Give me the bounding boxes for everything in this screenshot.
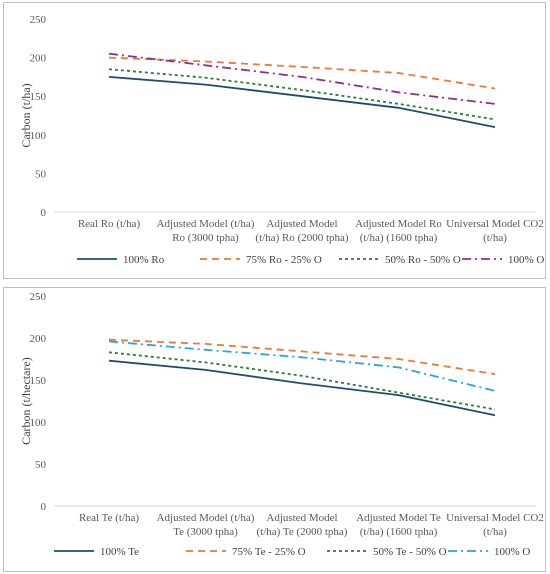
chart-panel-ro: 0 50 100 150 200 250 Carbon (t/ha) Real Ro (t/h… (3, 2, 546, 279)
x-tick-label: (t/ha) Ro (2000 tpha) (255, 232, 349, 244)
legend-label: 50% Te - 50% O (373, 546, 447, 558)
x-tick-label: Adjusted Model Te (356, 512, 441, 524)
x-tick-label: Te (3000 tpha) (173, 526, 238, 538)
y-tick-label: 200 (30, 333, 47, 345)
y-axis-label: Carbon (t/ha) (19, 83, 33, 147)
x-tick-label: (t/ha) (483, 526, 507, 538)
line-chart-ro: 0 50 100 150 200 250 Carbon (t/ha) Real Ro (t/h… (19, 14, 544, 266)
x-tick-label: Adjusted Model (266, 218, 337, 230)
y-tick-label: 250 (30, 14, 47, 26)
x-tick-label: Adjusted Model Ro (355, 218, 442, 230)
x-tick-label: (t/ha) (1600 tpha) (360, 526, 438, 538)
chart-panel-te: 0 50 100 150 200 250 Carbon (t/hectare) Real Te… (3, 287, 546, 572)
y-tick-label: 0 (41, 501, 47, 513)
x-tick-label: (t/ha) Te (2000 tpha) (257, 526, 348, 538)
x-tick-label: Universal Model CO2 (446, 512, 544, 524)
series-line-1 (108, 359, 496, 417)
series-line-4 (108, 52, 496, 105)
x-tick-label: Ro (3000 tpha) (172, 232, 239, 244)
x-tick-label: (t/ha) (483, 232, 507, 244)
legend-label: 75% Ro - 25% O (246, 254, 322, 266)
y-tick-label: 50 (35, 168, 47, 180)
x-tick-label: Real Te (t/ha) (79, 512, 139, 524)
line-chart-te: 0 50 100 150 200 250 Carbon (t/hectare) Real Te… (19, 291, 544, 558)
x-tick-label: (t/ha) (1600 tpha) (360, 232, 438, 244)
y-tick-label: 0 (41, 207, 47, 219)
x-tick-label: Adjusted Model (266, 512, 337, 524)
y-tick-label: 50 (35, 459, 47, 471)
y-tick-label: 250 (30, 291, 47, 303)
legend-label: 100% O (508, 254, 544, 266)
series-line-3 (108, 68, 496, 121)
legend-label: 100% Ro (123, 254, 165, 266)
legend-label: 75% Te - 25% O (232, 546, 306, 558)
series-line-4 (108, 340, 496, 392)
series-line-3 (108, 351, 496, 411)
x-tick-label: Real Ro (t/ha) (78, 218, 141, 230)
series-line-2 (108, 338, 496, 375)
x-tick-label: Adjusted Model (t/ha) (157, 218, 255, 230)
x-tick-label: Adjusted Model (t/ha) (157, 512, 255, 524)
series-line-2 (108, 56, 496, 90)
y-tick-label: 100 (30, 130, 47, 142)
y-axis-label: Carbon (t/hectare) (19, 357, 33, 445)
y-tick-label: 100 (30, 417, 47, 429)
legend-label: 100% O (494, 546, 530, 558)
y-tick-label: 150 (30, 91, 47, 103)
series-line-1 (108, 76, 496, 128)
legend-label: 50% Ro - 50% O (385, 254, 461, 266)
x-tick-label: Universal Model CO2 (446, 218, 544, 230)
y-tick-label: 200 (30, 53, 47, 65)
y-tick-label: 150 (30, 375, 47, 387)
legend: 100% Te 75% Te - 25% O 50% Te - 50% O 100% … (54, 546, 530, 558)
legend-label: 100% Te (100, 546, 139, 558)
legend: 100% Ro 75% Ro - 25% O 50% Ro - 50% O 100% … (77, 254, 544, 266)
